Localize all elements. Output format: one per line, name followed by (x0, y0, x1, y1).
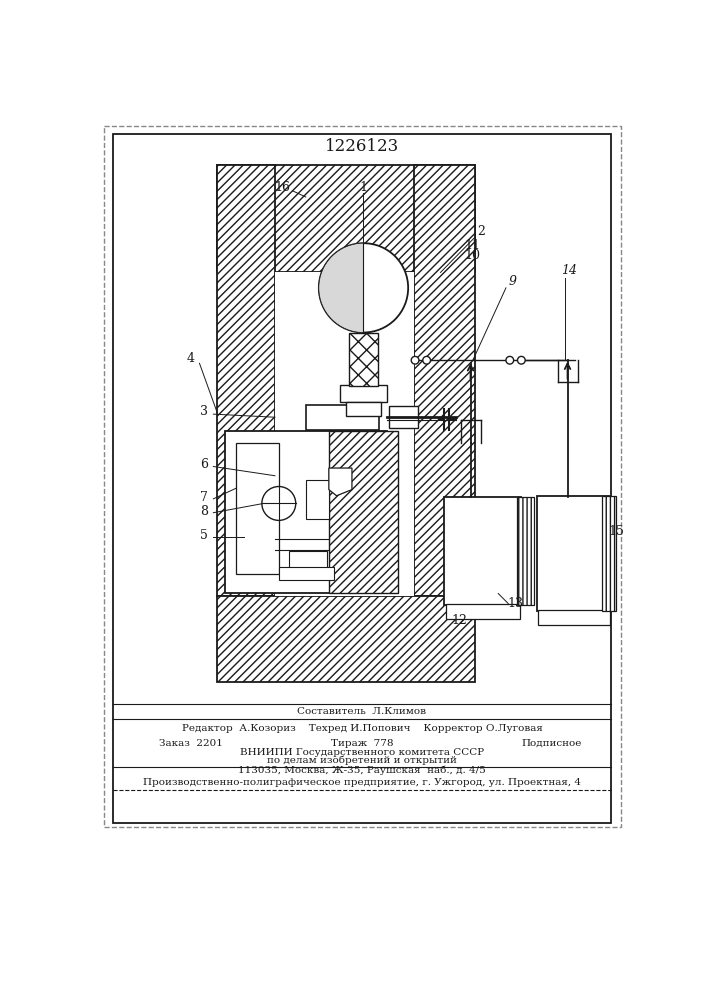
Bar (279, 567, 334, 580)
Text: 6: 6 (200, 458, 208, 471)
Text: Редактор  А.Козориз    Техред И.Попович    Корректор О.Луговая: Редактор А.Козориз Техред И.Попович Корр… (182, 724, 542, 733)
Text: 113035, Москва, Ж-35, Раушская  наб., д. 4/5: 113035, Москва, Ж-35, Раушская наб., д. … (238, 765, 486, 775)
Text: 7: 7 (200, 491, 208, 504)
Bar (339, 385, 387, 402)
Text: Составитель  Л.Климов: Составитель Л.Климов (298, 707, 426, 716)
Text: Заказ  2201: Заказ 2201 (160, 739, 223, 748)
Text: 2: 2 (477, 225, 485, 238)
Circle shape (518, 356, 525, 364)
Text: Подписное: Подписное (522, 739, 583, 748)
Text: по делам изобретений и открытий: по делам изобретений и открытий (267, 756, 457, 765)
Bar (602, 496, 616, 611)
Bar (346, 402, 381, 416)
Text: 5: 5 (200, 529, 208, 542)
Circle shape (411, 356, 419, 364)
Bar (329, 431, 398, 593)
Text: 3: 3 (200, 405, 208, 418)
Text: 10: 10 (464, 249, 480, 262)
Bar (538, 610, 610, 625)
Bar (275, 272, 414, 596)
Bar (217, 165, 275, 596)
Circle shape (319, 243, 408, 333)
Circle shape (423, 356, 431, 364)
Polygon shape (329, 468, 352, 496)
Bar (446, 604, 520, 619)
Text: Производственно-полиграфическое предприятие, г. Ужгород, ул. Проектная, 4: Производственно-полиграфическое предприя… (143, 778, 581, 787)
Bar (537, 496, 610, 611)
Text: 4: 4 (186, 352, 194, 365)
Bar (349, 333, 378, 386)
Text: Тираж  778: Тираж 778 (331, 739, 393, 748)
Circle shape (506, 356, 514, 364)
Bar (217, 165, 475, 272)
Text: 1226123: 1226123 (325, 138, 399, 155)
Text: 12: 12 (452, 614, 467, 627)
Circle shape (262, 487, 296, 520)
Bar (113, 134, 612, 823)
Bar (414, 165, 475, 596)
Wedge shape (319, 243, 363, 333)
Bar (305, 405, 379, 430)
Text: ВНИИПИ Государственного комитета СССР: ВНИИПИ Государственного комитета СССР (240, 748, 484, 757)
Bar (236, 443, 279, 574)
Bar (305, 480, 329, 519)
Bar (444, 497, 521, 605)
Bar (518, 497, 534, 605)
Text: 9: 9 (508, 275, 516, 288)
Text: 8: 8 (200, 505, 208, 518)
Bar (225, 431, 387, 593)
Text: 11: 11 (464, 239, 480, 252)
Text: 15: 15 (608, 525, 624, 538)
Text: 13: 13 (507, 597, 523, 610)
Text: 14: 14 (561, 264, 577, 277)
Text: 1: 1 (359, 181, 368, 194)
Text: 16: 16 (274, 181, 291, 194)
Bar (217, 596, 475, 682)
Bar (288, 551, 327, 568)
Bar (389, 406, 418, 428)
